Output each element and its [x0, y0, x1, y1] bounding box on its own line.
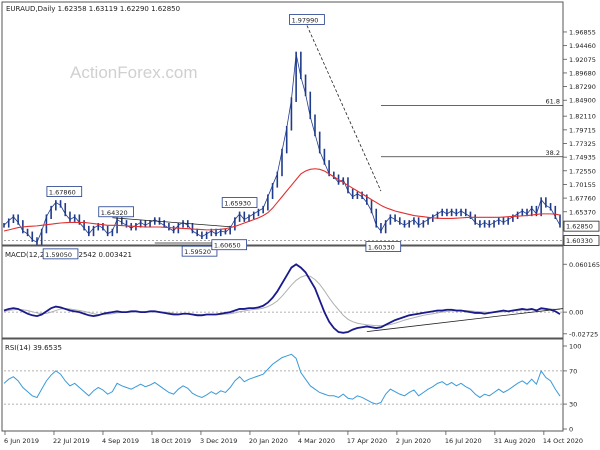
date-tick-label: 22 Jul 2019 [53, 437, 90, 445]
price-tick-label: 1.77325 [569, 140, 596, 148]
date-tick-label: 3 Dec 2019 [200, 437, 237, 445]
price-annotation-box [46, 186, 83, 197]
date-tick-label: 4 Mar 2020 [298, 437, 335, 445]
price-tick-label: 1.79715 [569, 126, 596, 134]
price-annotation-box [221, 197, 258, 208]
rsi-line [3, 353, 561, 405]
date-tick-label: 14 Oct 2020 [543, 437, 583, 445]
price-tick-label: 1.72550 [569, 167, 596, 175]
macd-trendline [366, 308, 564, 333]
price-panel-frame [1, 1, 564, 246]
price-annotation-label: 1.67860 [49, 189, 76, 197]
price-tick-label: 1.67760 [569, 195, 596, 203]
price-tick-label: 1.89680 [569, 69, 596, 77]
price-annotation-label: 1.65930 [224, 200, 251, 208]
macd-signal-line [3, 275, 561, 327]
date-tick-label: 31 Aug 2020 [494, 437, 536, 445]
symbol-header: EURAUD,Daily 1.62358 1.63119 1.62290 1.6… [6, 5, 180, 13]
price-tick-label: 1.74935 [569, 154, 596, 162]
descending-trendline [112, 217, 231, 228]
macd-tick-label: 0.060165 [569, 261, 600, 269]
macd-line [3, 263, 561, 334]
watermark: ActionForex.com [70, 63, 198, 82]
price-annotation-box [98, 206, 134, 218]
rsi-tick-label: 0 [569, 426, 573, 434]
price-annotation-label: 1.59520 [184, 248, 211, 256]
rsi-panel-frame [1, 338, 564, 432]
price-series-line [3, 53, 561, 244]
price-annotation-box [365, 241, 402, 252]
date-tick-label: 17 Apr 2020 [347, 437, 387, 445]
price-tick-label: 1.94460 [569, 42, 596, 50]
rsi-label: RSI(14) 39.6535 [5, 344, 62, 352]
macd-tick-label: -0.02725 [569, 330, 598, 338]
price-annotation-label: 1.64320 [101, 209, 128, 217]
date-tick-label: 16 Jul 2020 [445, 437, 482, 445]
fib-level-label: 61.8 [546, 97, 560, 105]
price-annotation-box [211, 239, 248, 251]
price-tick-label: 1.96855 [569, 28, 596, 36]
price-annotation-box [289, 14, 325, 25]
price-layer: 61.8 38.2 1.97990 1.67860 1.64320 1.59050 1.65… [3, 14, 563, 260]
level-price-label: 1.60330 [566, 237, 593, 245]
axis-layer: 1.96855 1.94460 1.92075 1.89680 1.87290 1.849… [4, 28, 600, 445]
date-tick-label: 4 Sep 2019 [102, 437, 139, 445]
date-tick-label: 6 Jun 2019 [4, 437, 39, 445]
moving-average-line [3, 168, 561, 232]
price-tick-label: 1.70155 [569, 181, 596, 189]
date-tick-label: 2 Jun 2020 [396, 437, 431, 445]
macd-tick-label: 0.00 [569, 309, 583, 317]
macd-panel-frame [1, 245, 564, 339]
price-tick-label: 1.92075 [569, 56, 596, 64]
price-annotation-box [181, 245, 218, 257]
retracement-dashed-line [306, 25, 382, 192]
price-tick-label: 1.82110 [569, 113, 596, 121]
macd-layer [3, 263, 564, 334]
rsi-layer [3, 353, 563, 405]
price-annotation-box [42, 248, 79, 260]
price-tick-label: 1.87290 [569, 83, 596, 91]
price-annotation-label: 1.97990 [292, 16, 319, 24]
level-price-box [563, 235, 600, 246]
last-price-label: 1.62850 [566, 223, 593, 231]
rsi-tick-label: 100 [569, 343, 581, 351]
price-annotation-label: 1.59050 [45, 251, 72, 259]
price-tick-label: 1.65370 [569, 208, 596, 216]
price-tick-label: 1.84900 [569, 97, 596, 105]
price-annotation-label: 1.60330 [368, 244, 395, 252]
rsi-tick-label: 30 [569, 401, 577, 409]
date-tick-label: 18 Oct 2019 [151, 437, 191, 445]
date-tick-label: 20 Jan 2020 [249, 437, 288, 445]
fib-level-label: 38.2 [546, 149, 560, 157]
price-annotation-label: 1.60650 [214, 242, 241, 250]
rsi-tick-label: 70 [569, 367, 577, 375]
last-price-box [563, 220, 600, 232]
